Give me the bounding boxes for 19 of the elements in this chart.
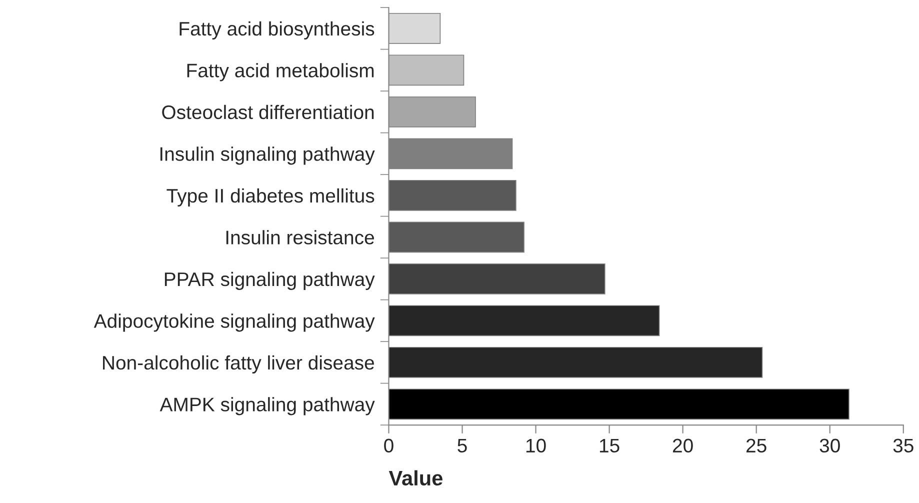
y-tick-label: Adipocytokine signaling pathway — [94, 314, 375, 332]
y-tick-label: Insulin resistance — [226, 230, 374, 244]
x-tick-label: 5 — [458, 438, 467, 453]
y-tick-label: Insulin signaling pathway — [160, 146, 375, 165]
y-tick-label: Non-alcoholic fatty liver disease — [103, 355, 374, 374]
x-tick-label: 30 — [820, 438, 840, 453]
x-tick-label: 0 — [384, 438, 394, 453]
y-tick-label: Fatty acid metabolism — [187, 63, 374, 82]
y-tick-label: Osteoclast differentiation — [162, 104, 374, 120]
x-tick-label: 20 — [672, 438, 693, 453]
y-tick-label: Fatty acid biosynthesis — [180, 21, 374, 40]
y-tick-label: PPAR signaling pathway — [164, 272, 375, 290]
x-tick-label: 10 — [526, 438, 546, 453]
x-tick-label: 15 — [600, 438, 620, 453]
y-tick-label: Type II diabetes mellitus — [166, 188, 374, 206]
y-tick-label: AMPK signaling pathway — [160, 397, 375, 416]
x-axis-title: Value — [388, 470, 442, 486]
x-tick-label: 25 — [746, 438, 766, 453]
x-tick-label: 35 — [893, 438, 914, 453]
